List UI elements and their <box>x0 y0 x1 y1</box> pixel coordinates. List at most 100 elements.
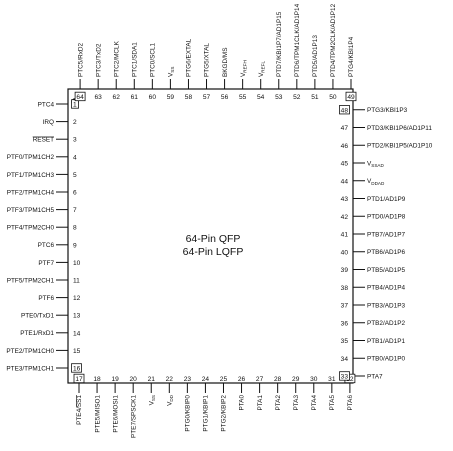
pin-number: 63 <box>94 94 102 101</box>
pin-number: 24 <box>202 376 210 383</box>
pin-37: 37 PTB3/AD1P3 <box>341 302 406 309</box>
pin-number: 9 <box>73 242 77 249</box>
pin-16: 16 PTE3/TPM1CH1 <box>6 363 82 373</box>
pin-number: 39 <box>341 267 349 274</box>
pin-30: 30 PTA4 <box>310 376 318 411</box>
pin-49: 49 PTG4/KBI1P4 <box>345 36 357 102</box>
pin-55: 55 VREFH <box>239 60 247 101</box>
pin-number: 43 <box>341 196 349 203</box>
pin-3: 3 RESET <box>33 137 77 144</box>
pin-61: 61 PTC1/SDA1 <box>131 42 139 101</box>
pin-34: 34 PTB0/AD1P0 <box>341 356 406 363</box>
pin-59: 59 VSS <box>167 67 175 101</box>
pin-label-ptf1-tpm1ch3: PTF1/TPM1CH3 <box>7 172 55 179</box>
pin-number: 11 <box>73 278 80 285</box>
pin-label-ptf0-tpm1ch2: PTF0/TPM1CH2 <box>7 154 55 161</box>
pin-label-ptc1-sda1: PTC1/SDA1 <box>131 42 138 77</box>
pin-number: 21 <box>148 376 156 383</box>
pin-label-ptg0-kbip0: PTG0/KBIP0 <box>185 395 192 432</box>
pin-50: 50 PTD4/TPM2CLK/AD1P12 <box>329 3 337 101</box>
pin-48-number-box <box>339 105 350 115</box>
pin-label-ptd2-kbi1p5-ad1p10: PTD2/KBI1P5/AD1P10 <box>367 143 433 150</box>
pin-number: 13 <box>73 313 81 320</box>
chip-package-body <box>67 88 354 384</box>
pin-35: 35 PTB1/AD1P1 <box>341 338 406 345</box>
pin-label-ptc6: PTC6 <box>38 242 55 249</box>
pin-label-vddad: VDDAD <box>367 178 385 186</box>
pin-number: 47 <box>341 125 349 132</box>
pin-number: 56 <box>221 94 229 101</box>
pin-17-number-box <box>73 373 85 384</box>
pin-64: 64 PTC5/RxD2 <box>74 42 86 102</box>
pin-label-irq: IRQ <box>43 119 54 126</box>
pin-number: 1 <box>73 102 77 109</box>
pin-36: 36 PTB2/AD1P2 <box>341 320 406 327</box>
pin-label-vdd: VDD <box>167 394 175 406</box>
pin-label-ptf3-tpm1ch5: PTF3/TPM1CH5 <box>7 207 55 214</box>
pin-label-ptf4-tpm2ch0: PTF4/TPM2CH0 <box>7 225 55 232</box>
pin-41: 41 PTB7/AD1P7 <box>341 231 406 238</box>
pin-number: 54 <box>257 94 265 101</box>
pin-number: 35 <box>341 338 349 345</box>
pin-label-pte5-miso1: PTE5/MISO1 <box>94 395 101 433</box>
pin-54: 54 VREFL <box>257 61 265 101</box>
pin-number: 59 <box>167 94 175 101</box>
pin-number: 64 <box>76 94 84 101</box>
pin-number: 31 <box>328 376 336 383</box>
pin-label-ptd1-ad1p9: PTD1/AD1P9 <box>367 196 406 203</box>
pin-label-pta6: PTA6 <box>347 395 354 411</box>
pin-12: 12 PTF6 <box>38 295 80 302</box>
pin-number: 33 <box>341 374 349 381</box>
pin-label-ptc0-scl1: PTC0/SCL1 <box>150 42 157 77</box>
pin-47: 47 PTD3/KBI1P6/AD1P11 <box>341 125 433 132</box>
pin-26: 26 PTA0 <box>238 376 246 411</box>
pin-29: 29 PTA3 <box>292 376 300 411</box>
pin-label-ptf2-tpm1ch4: PTF2/TPM1CH4 <box>7 189 55 196</box>
pin-33-number-box <box>339 371 350 381</box>
pin-number: 49 <box>347 94 355 101</box>
pin-16-number-box <box>71 363 82 373</box>
pin-number: 30 <box>310 376 318 383</box>
pin-48: 48 PTG3/KBI1P3 <box>339 105 408 115</box>
pin-number: 19 <box>111 376 119 383</box>
pin-label-ptc5-rxd2: PTC5/RxD2 <box>77 42 84 77</box>
pin-label-pta0: PTA0 <box>239 395 246 411</box>
pin-9: 9 PTC6 <box>38 242 77 249</box>
pin-label-pte0-txd1: PTE0/TxD1 <box>21 313 54 320</box>
pin-62: 62 PTC2/MCLK <box>113 40 121 101</box>
pin-number: 3 <box>73 137 77 144</box>
pin-number: 34 <box>341 356 349 363</box>
pin-2: 2 IRQ <box>43 119 77 126</box>
pin-label-vss: VSS <box>148 395 156 405</box>
pin-number: 14 <box>73 330 81 337</box>
pin-label-pte2-tpm1ch0: PTE2/TPM1CH0 <box>6 348 54 355</box>
pin-label-ptg6-extal: PTG6/EXTAL <box>186 38 193 77</box>
pin-number: 12 <box>73 295 81 302</box>
pin-18: 18 PTE5/MISO1 <box>93 376 101 433</box>
pin-number: 7 <box>73 207 77 214</box>
pin-label-vrefl: VREFL <box>258 61 266 77</box>
pin-38: 38 PTB4/AD1P4 <box>341 285 406 292</box>
pin-40: 40 PTB6/AD1P6 <box>341 249 406 256</box>
pin-number: 25 <box>220 376 228 383</box>
pin-25: 25 PTG2/KBIP2 <box>220 376 228 432</box>
pin-17: 17 PTE4/SS1 <box>73 373 85 425</box>
pin-number: 15 <box>73 348 81 355</box>
pin-label-vssad: VSSAD <box>367 160 384 168</box>
pin-label-ptg2-kbip2: PTG2/KBIP2 <box>221 395 228 432</box>
pin-label-pta7: PTA7 <box>367 373 383 380</box>
pin-number: 2 <box>73 119 77 126</box>
pin-label-ptf7: PTF7 <box>38 260 54 267</box>
pin-19: 19 PTE6/MOSI1 <box>111 376 119 433</box>
pin-number: 27 <box>256 376 264 383</box>
pin-5: 5 PTF1/TPM1CH3 <box>7 172 77 179</box>
pin-label-ptb3-ad1p3: PTB3/AD1P3 <box>367 302 405 309</box>
pin-58: 58 PTG6/EXTAL <box>185 38 193 101</box>
pin-number: 29 <box>292 376 300 383</box>
pin-number: 22 <box>166 376 174 383</box>
pin-46: 46 PTD2/KBI1P5/AD1P10 <box>341 143 433 150</box>
pin-label-pta3: PTA3 <box>293 395 300 411</box>
pin-53: 53 PTD7/KBI1P7/AD1P15 <box>275 11 283 101</box>
pin-6: 6 PTF2/TPM1CH4 <box>7 189 77 196</box>
pin-number: 51 <box>311 94 319 101</box>
